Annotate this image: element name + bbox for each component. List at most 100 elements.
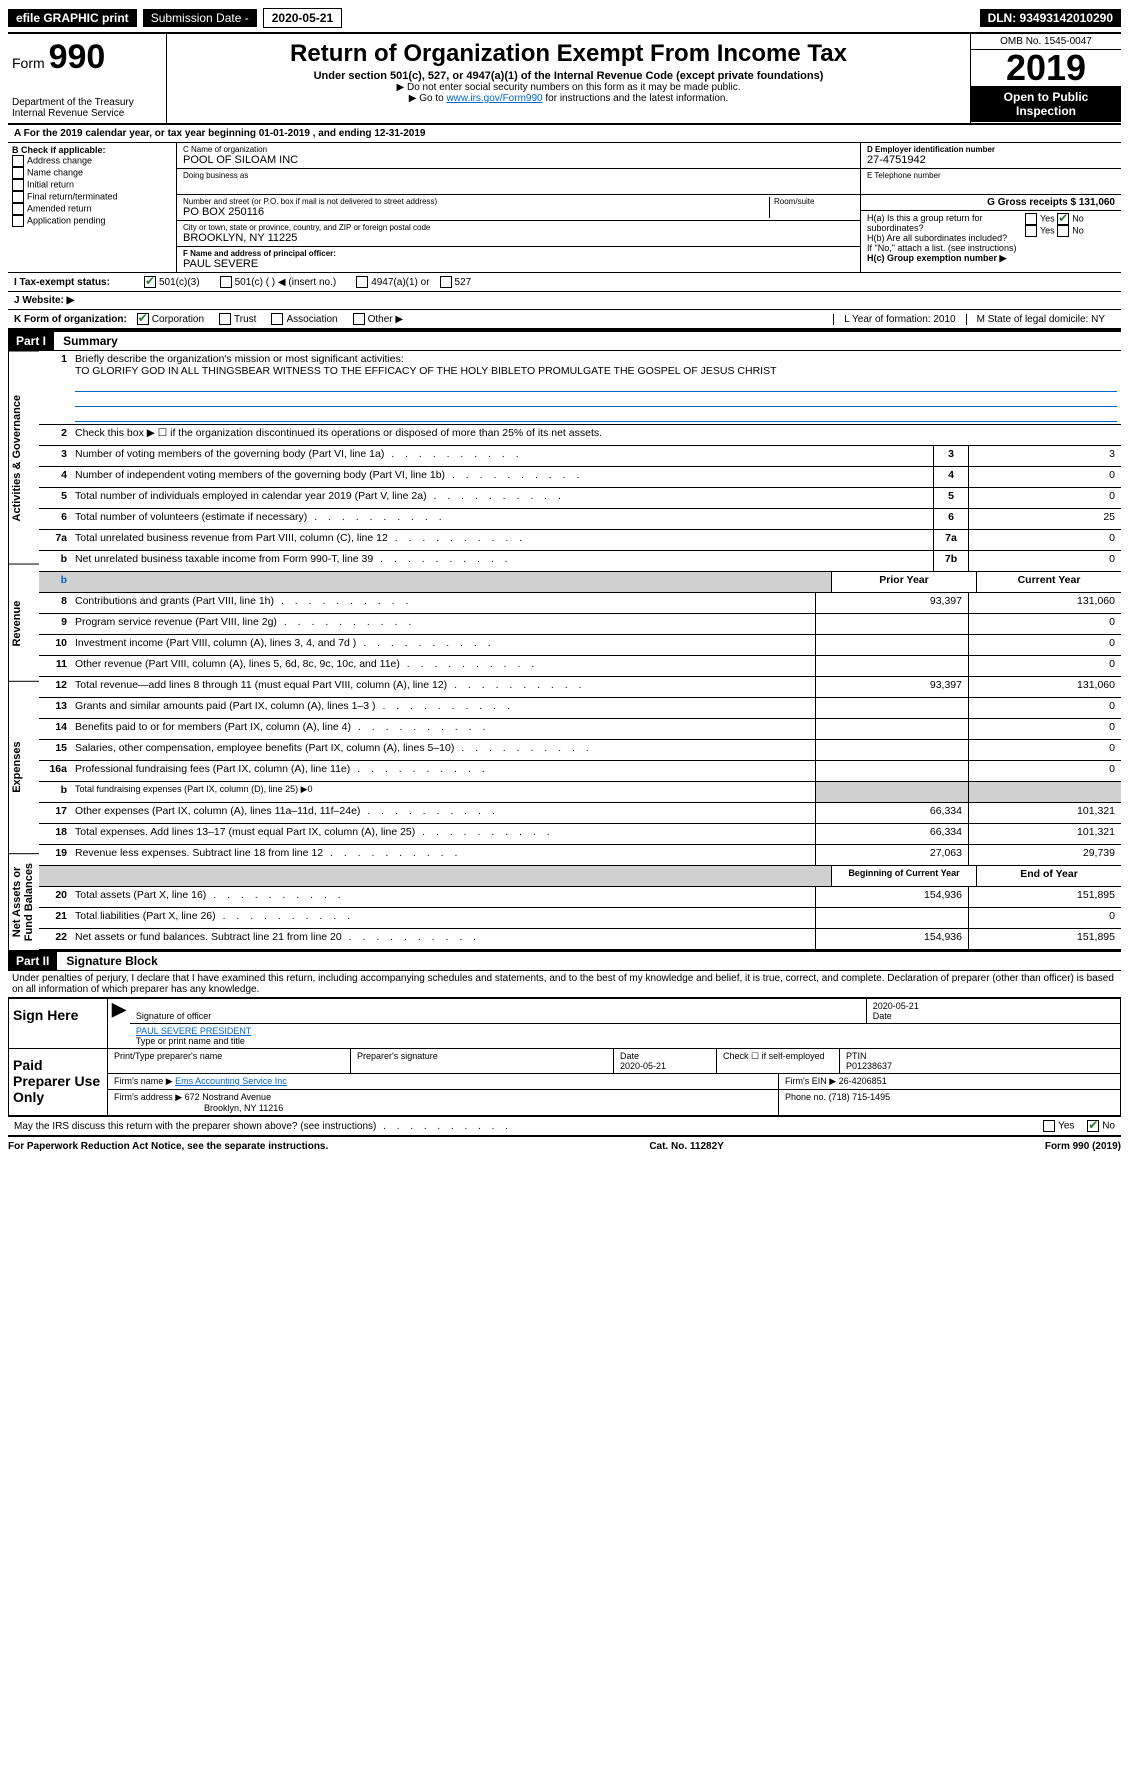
city: BROOKLYN, NY 11225 <box>183 232 854 244</box>
paid-preparer-label: Paid Preparer Use Only <box>9 1049 108 1115</box>
firm-phone-label: Phone no. <box>785 1092 826 1102</box>
officer-printed-label: Type or print name and title <box>136 1036 1114 1046</box>
sig-date: 2020-05-21 <box>873 1001 1114 1011</box>
org-name: POOL OF SILOAM INC <box>183 154 854 166</box>
officer-name: PAUL SEVERE <box>183 258 854 270</box>
officer-printed: PAUL SEVERE PRESIDENT <box>136 1026 1114 1036</box>
paperwork-notice: For Paperwork Reduction Act Notice, see … <box>8 1141 328 1152</box>
firm-city: Brooklyn, NY 11216 <box>114 1103 772 1113</box>
prep-name-label: Print/Type preparer's name <box>108 1049 351 1073</box>
opt-assoc: Association <box>286 314 337 325</box>
cb-pending[interactable]: Application pending <box>12 215 172 227</box>
k-row: K Form of organization: Corporation Trus… <box>8 310 1121 330</box>
cb-assoc[interactable] <box>271 313 283 325</box>
part2-title: Signature Block <box>60 954 157 968</box>
dept-treasury: Department of the Treasury <box>12 97 162 108</box>
phone-label: E Telephone number <box>867 171 1115 180</box>
cb-trust[interactable] <box>219 313 231 325</box>
prep-self-emp[interactable]: Check ☐ if self-employed <box>717 1049 840 1073</box>
goto-pre: ▶ Go to <box>409 93 447 104</box>
cb-corp[interactable] <box>137 313 149 325</box>
form-label: Form <box>12 55 45 71</box>
firm-name[interactable]: Ems Accounting Service Inc <box>175 1076 287 1086</box>
side-netassets: Net Assets or Fund Balances <box>8 853 39 950</box>
part1-header: Part I Summary <box>8 330 1121 351</box>
firm-ein: 26-4206851 <box>839 1076 887 1086</box>
ptin-label: PTIN <box>846 1051 1114 1061</box>
firm-addr: 672 Nostrand Avenue <box>185 1092 271 1102</box>
tax-period: A For the 2019 calendar year, or tax yea… <box>8 125 1121 143</box>
submission-label: Submission Date - <box>143 9 257 27</box>
check-applicable-label: B Check if applicable: <box>12 145 172 155</box>
gross-receipts: G Gross receipts $ 131,060 <box>987 197 1115 208</box>
firm-name-label: Firm's name ▶ <box>114 1076 173 1086</box>
ein-label: D Employer identification number <box>867 145 1115 154</box>
opt-501c3: 501(c)(3) <box>159 277 200 288</box>
sig-date-label: Date <box>873 1011 1114 1021</box>
cb-amended[interactable]: Amended return <box>12 203 172 215</box>
form-ref: Form 990 (2019) <box>1045 1141 1121 1152</box>
prep-date-label: Date <box>620 1051 710 1061</box>
irs-label: Internal Revenue Service <box>12 108 162 119</box>
footer: For Paperwork Reduction Act Notice, see … <box>8 1137 1121 1156</box>
side-expenses: Expenses <box>8 681 39 853</box>
hc-label: H(c) Group exemption number ▶ <box>867 253 1025 264</box>
form-990: 990 <box>49 38 106 76</box>
hb-note: If "No," attach a list. (see instruction… <box>867 243 1025 253</box>
hb-yesno[interactable]: Yes No <box>1025 225 1115 237</box>
part1-title: Summary <box>57 334 118 348</box>
signature-block: Sign Here ▶ Signature of officer 2020-05… <box>8 997 1121 1117</box>
opt-4947: 4947(a)(1) or <box>371 277 429 288</box>
part1-badge: Part I <box>8 332 54 350</box>
firm-addr-label: Firm's address ▶ <box>114 1092 182 1102</box>
cb-501c3[interactable] <box>144 276 156 288</box>
part2-header: Part II Signature Block <box>8 950 1121 971</box>
ein: 27-4751942 <box>867 154 1115 166</box>
side-governance: Activities & Governance <box>8 351 39 564</box>
ptin-val: P01238637 <box>846 1061 1114 1071</box>
addr-label: Number and street (or P.O. box if mail i… <box>183 197 769 206</box>
top-bar: efile GRAPHIC print Submission Date - 20… <box>8 8 1121 28</box>
ha-label: H(a) Is this a group return for subordin… <box>867 213 1025 233</box>
period-text: A For the 2019 calendar year, or tax yea… <box>14 128 425 139</box>
efile-button[interactable]: efile GRAPHIC print <box>8 9 137 27</box>
cb-527[interactable] <box>440 276 452 288</box>
open-public-badge: Open to Public Inspection <box>971 86 1121 122</box>
room-label: Room/suite <box>774 197 854 206</box>
ha-yesno[interactable]: Yes No <box>1025 213 1115 225</box>
dba-label: Doing business as <box>183 171 854 180</box>
cb-501c[interactable] <box>220 276 232 288</box>
goto-note: ▶ Go to www.irs.gov/Form990 for instruct… <box>171 93 966 104</box>
address: PO BOX 250116 <box>183 206 769 218</box>
l-year: L Year of formation: 2010 <box>833 314 965 325</box>
form-header: Form 990 Department of the Treasury Inte… <box>8 32 1121 125</box>
opt-527: 527 <box>455 277 472 288</box>
form-title: Return of Organization Exempt From Incom… <box>171 40 966 68</box>
form-subtitle: Under section 501(c), 527, or 4947(a)(1)… <box>171 70 966 82</box>
officer-label: F Name and address of principal officer: <box>183 249 854 258</box>
cb-4947[interactable] <box>356 276 368 288</box>
firm-phone: (718) 715-1495 <box>829 1092 891 1102</box>
org-name-label: C Name of organization <box>183 145 854 154</box>
cb-name[interactable]: Name change <box>12 167 172 179</box>
irs-link[interactable]: www.irs.gov/Form990 <box>446 93 542 104</box>
cat-no: Cat. No. 11282Y <box>649 1141 723 1152</box>
cb-final[interactable]: Final return/terminated <box>12 191 172 203</box>
form-number: Form 990 <box>12 38 162 77</box>
firm-ein-label: Firm's EIN ▶ <box>785 1076 836 1086</box>
opt-trust: Trust <box>234 314 256 325</box>
cb-address[interactable]: Address change <box>12 155 172 167</box>
cb-initial[interactable]: Initial return <box>12 179 172 191</box>
j-label: J Website: ▶ <box>14 295 74 306</box>
hb-label: H(b) Are all subordinates included? <box>867 233 1025 243</box>
discuss-yesno[interactable]: Yes No <box>1043 1120 1115 1132</box>
dln-number: DLN: 93493142010290 <box>980 9 1121 27</box>
sign-here-label: Sign Here <box>9 999 108 1048</box>
ssn-note: ▶ Do not enter social security numbers o… <box>171 82 966 93</box>
entity-block: B Check if applicable: Address change Na… <box>8 143 1121 273</box>
cb-other[interactable] <box>353 313 365 325</box>
m-state: M State of legal domicile: NY <box>966 314 1115 325</box>
sig-officer-label: Signature of officer <box>136 1011 860 1021</box>
side-revenue: Revenue <box>8 564 39 682</box>
city-label: City or town, state or province, country… <box>183 223 854 232</box>
